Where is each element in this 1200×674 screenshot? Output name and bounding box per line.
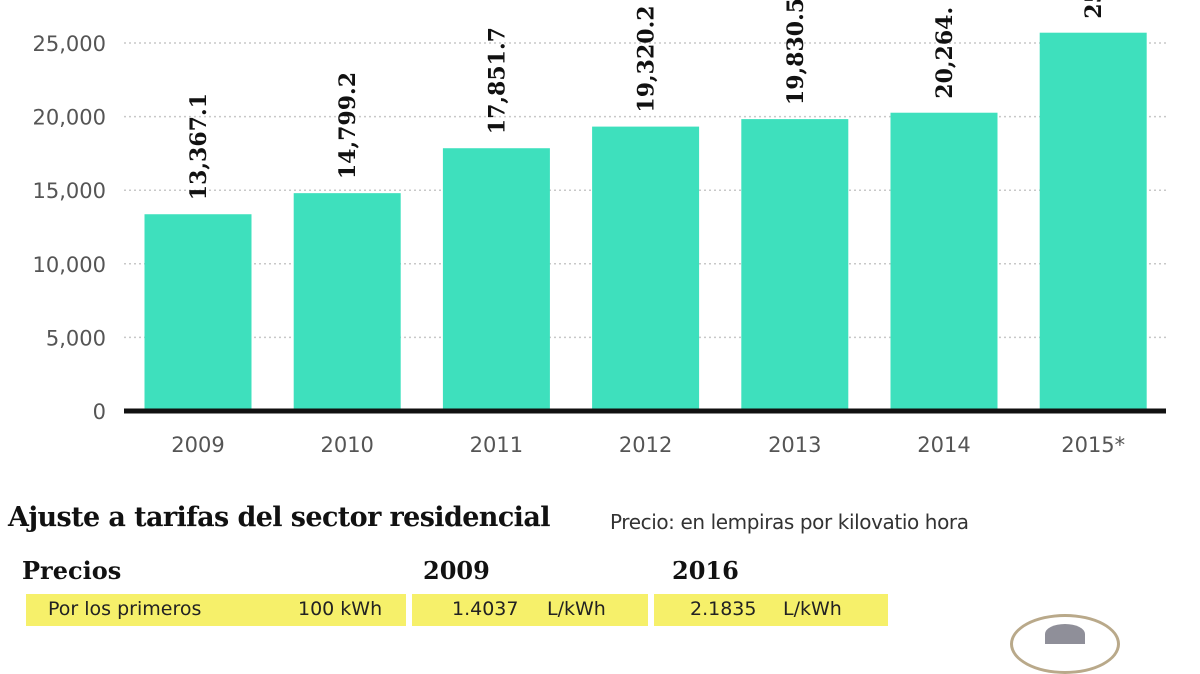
x-tick-label: 2014 (917, 433, 970, 457)
x-tick-label: 2012 (619, 433, 672, 457)
x-tick-label: 2009 (171, 433, 224, 457)
x-axis-labels: 2009 2010 2011 2012 2013 2014 2015* (171, 433, 1125, 457)
row-amount: 100 kWh (298, 598, 383, 620)
price-2016: 2.1835 (690, 598, 757, 620)
unit-2009: L/kWh (547, 598, 606, 620)
y-tick-label: 0 (93, 400, 106, 424)
bar-2009 (144, 214, 252, 411)
value-label: 14,799.2 (335, 72, 361, 179)
x-tick-label: 2013 (768, 433, 821, 457)
value-label: 17,851.7 (484, 27, 510, 134)
header-2016: 2016 (672, 556, 739, 585)
y-tick-label: 20,000 (33, 106, 106, 130)
row-highlight-label (26, 594, 406, 626)
x-tick-label: 2011 (470, 433, 523, 457)
y-axis-ticks: 0 5,000 10,000 15,000 20,000 25,000 (33, 32, 106, 424)
price-2009: 1.4037 (452, 598, 519, 620)
bar-2011 (442, 148, 550, 412)
value-labels: 13,367.1 14,799.2 17,851.7 19,320.2 19,830.5… (186, 0, 1107, 200)
value-label: 25 (1081, 0, 1107, 19)
x-tick-label: 2010 (320, 433, 373, 457)
seal-emblem-icon (1010, 614, 1120, 674)
bar-2012 (592, 126, 700, 411)
bar-2013 (741, 119, 849, 412)
tariff-section-title: Ajuste a tarifas del sector residencial (8, 502, 550, 533)
tariff-section-note: Precio: en lempiras por kilovatio hora (610, 510, 969, 534)
value-label: 13,367.1 (186, 93, 212, 200)
value-label: 19,320.2 (634, 5, 660, 112)
row-highlight-2009 (412, 594, 648, 626)
bars (144, 32, 1147, 412)
x-tick-label: 2015* (1061, 433, 1125, 457)
y-tick-label: 25,000 (33, 32, 106, 56)
row-label: Por los primeros (48, 598, 202, 620)
y-tick-label: 5,000 (46, 326, 106, 350)
header-2009: 2009 (423, 556, 490, 585)
bar-2015 (1039, 32, 1147, 412)
row-highlight-2016 (654, 594, 888, 626)
bar-2010 (293, 193, 401, 411)
value-label: 20,264. (932, 7, 958, 99)
seal-emblem-center-icon (1045, 624, 1085, 644)
y-tick-label: 10,000 (33, 253, 106, 277)
value-label: 19,830.5 (783, 0, 809, 105)
unit-2016: L/kWh (783, 598, 842, 620)
y-tick-label: 15,000 (33, 179, 106, 203)
bar-2014 (890, 112, 998, 411)
header-precios: Precios (22, 556, 122, 585)
